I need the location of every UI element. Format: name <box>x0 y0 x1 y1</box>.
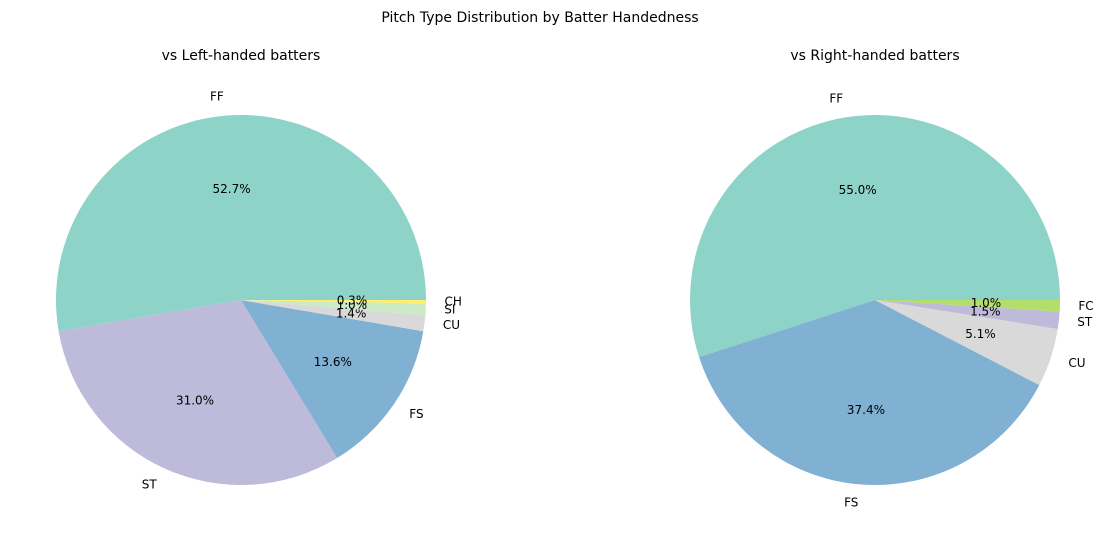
value-label: 37.4% <box>847 403 885 417</box>
slice-label: FS <box>409 407 423 421</box>
pie-slice <box>241 300 426 304</box>
figure-title: Pitch Type Distribution by Batter Handed… <box>381 10 698 26</box>
pie-slice <box>875 300 1060 312</box>
chart-title: vs Right-handed batters <box>790 48 959 64</box>
pie-slice <box>241 300 426 332</box>
pie-slice <box>699 300 1040 486</box>
slice-label: ST <box>142 478 158 492</box>
pie-slice <box>241 300 426 316</box>
value-label: 0.3% <box>337 294 368 308</box>
pie-slice <box>241 300 424 459</box>
value-label: 5.1% <box>965 327 996 341</box>
pie-slice <box>689 114 1060 358</box>
value-label: 31.0% <box>176 394 214 408</box>
pie-slice <box>58 300 338 486</box>
slice-label: FF <box>210 90 224 104</box>
slice-label: ST <box>1077 315 1093 329</box>
slice-label: FS <box>844 495 858 509</box>
slice-label: CU <box>1068 356 1085 370</box>
slice-label: SI <box>444 303 455 317</box>
value-label: 1.0% <box>971 296 1002 310</box>
slice-label: FF <box>829 92 843 106</box>
value-label: 52.7% <box>213 182 251 196</box>
chart-title: vs Left-handed batters <box>162 48 321 64</box>
value-label: 55.0% <box>839 183 877 197</box>
pie-slice <box>55 115 426 332</box>
slice-label: CH <box>444 294 461 308</box>
value-label: 13.6% <box>314 355 352 369</box>
slice-label: CU <box>443 318 460 332</box>
slice-label: FC <box>1078 299 1093 313</box>
value-label: 1.5% <box>970 305 1001 319</box>
value-label: 1.4% <box>336 306 367 320</box>
pie-slice <box>875 300 1060 329</box>
pie-slice <box>875 300 1058 386</box>
